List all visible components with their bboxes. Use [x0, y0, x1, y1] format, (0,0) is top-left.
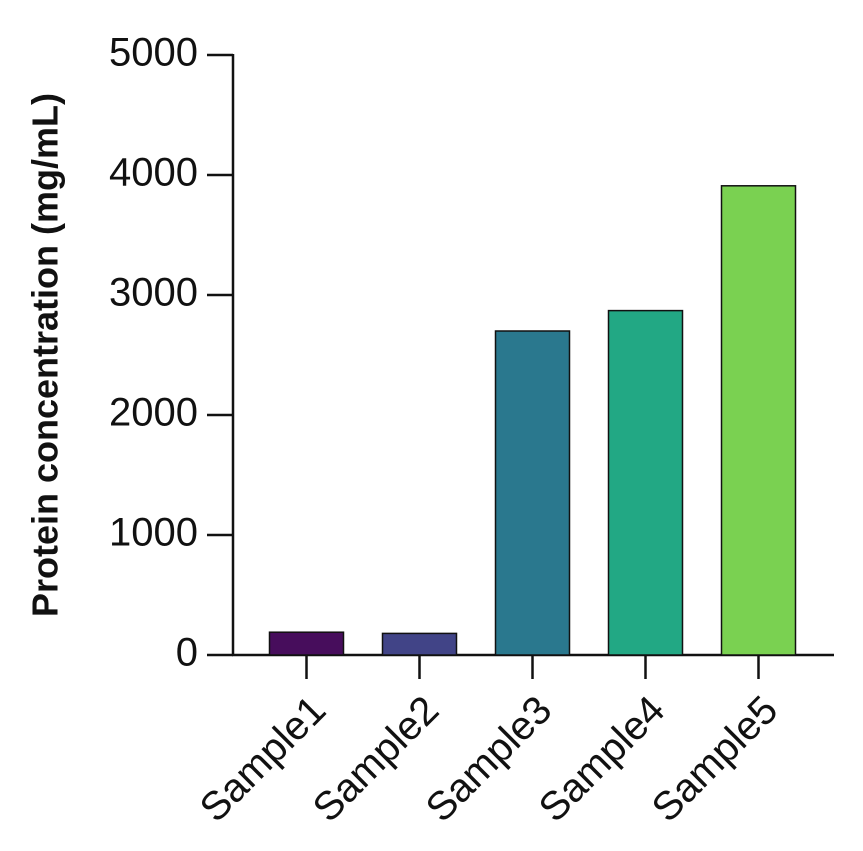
bar — [607, 309, 684, 656]
y-tick-label: 1000 — [109, 511, 198, 555]
bar — [381, 632, 458, 656]
y-tick-label: 3000 — [109, 271, 198, 315]
y-tick-label: 4000 — [109, 151, 198, 195]
y-tick-label: 2000 — [109, 391, 198, 435]
bar — [494, 330, 571, 656]
x-tick-label: Sample5 — [644, 688, 787, 831]
bar — [268, 631, 345, 656]
y-tick-label: 5000 — [109, 31, 198, 75]
y-tick-label: 0 — [176, 631, 198, 675]
y-axis-title: Protein concentration (mg/mL) — [25, 93, 66, 617]
bar — [720, 185, 797, 656]
